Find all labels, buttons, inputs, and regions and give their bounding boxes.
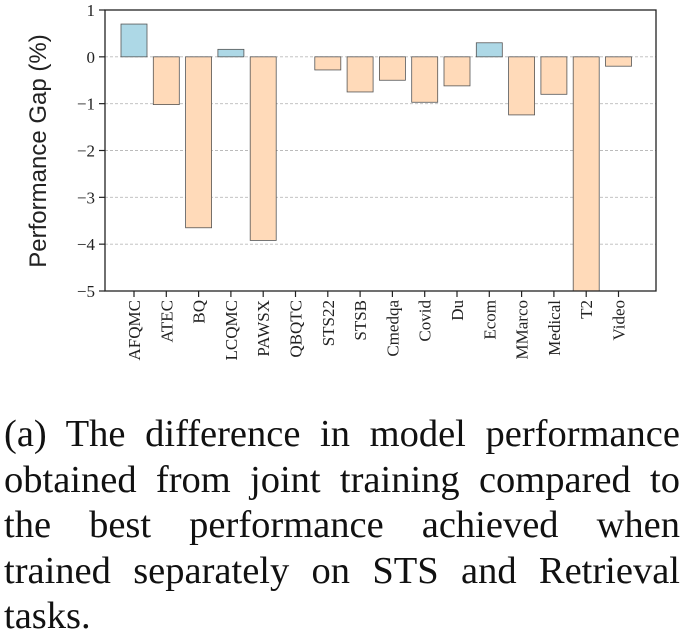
x-tick-label-stsb: STSB (351, 300, 370, 341)
x-tick-label-pawsx: PAWSX (254, 300, 273, 357)
y-tick-label: −1 (77, 95, 95, 114)
bar-covid (411, 56, 439, 103)
bar-mmarco (508, 56, 536, 116)
x-tick-label-lcqmc: LCQMC (222, 300, 241, 360)
x-tick-label-t2: T2 (577, 300, 596, 319)
bar-sts22 (314, 56, 342, 71)
x-tick-label-du: Du (448, 300, 467, 321)
bar-stsb (346, 56, 374, 93)
bar-cmedqa (378, 56, 406, 81)
y-axis-title: Performance Gap (%) (25, 34, 52, 267)
x-tick-label-video: Video (610, 300, 629, 341)
x-tick-label-atec: ATEC (157, 300, 176, 343)
bar-du (443, 56, 471, 87)
bar-ecom (475, 42, 503, 58)
bar-lcqmc (217, 48, 245, 58)
x-tick-label-sts22: STS22 (319, 300, 338, 346)
bar-medical (540, 56, 568, 95)
y-axis: 1 0 −1 −2 −3 −4 −5 (77, 1, 105, 301)
bar-bq (185, 56, 213, 229)
figure-caption: (a) The difference in model performance … (4, 413, 680, 637)
bar-afqmc (120, 23, 148, 58)
y-tick-label: −5 (77, 282, 95, 301)
bar-pawsx (249, 56, 277, 241)
y-tick-label: 1 (87, 1, 96, 20)
y-tick-label: −2 (77, 142, 95, 161)
y-tick-label: −4 (77, 235, 96, 254)
x-axis: AFQMC ATEC BQ LCQMC PAWSX QBQTC STS22 STSB Cmedq… (125, 291, 629, 360)
bar-atec (152, 56, 180, 106)
x-tick-label-afqmc: AFQMC (125, 300, 144, 360)
bar-t2 (572, 56, 600, 292)
x-tick-label-covid: Covid (416, 300, 435, 342)
x-tick-label-ecom: Ecom (480, 300, 499, 340)
x-tick-label-mmarco: MMarco (513, 300, 532, 359)
y-tick-label: −3 (77, 188, 95, 207)
x-tick-label-qbqtc: QBQTC (287, 300, 306, 358)
bar-chart: 1 0 −1 −2 −3 −4 −5 AFQMC ATEC BQ LCQMC PAWSX QBQTC S… (25, 1, 657, 360)
bars (120, 23, 632, 292)
x-tick-label-bq: BQ (190, 300, 209, 324)
x-tick-label-medical: Medical (545, 300, 564, 356)
x-tick-label-cmedqa: Cmedqa (383, 300, 402, 357)
y-tick-label: 0 (87, 48, 96, 67)
bar-video (605, 56, 632, 67)
